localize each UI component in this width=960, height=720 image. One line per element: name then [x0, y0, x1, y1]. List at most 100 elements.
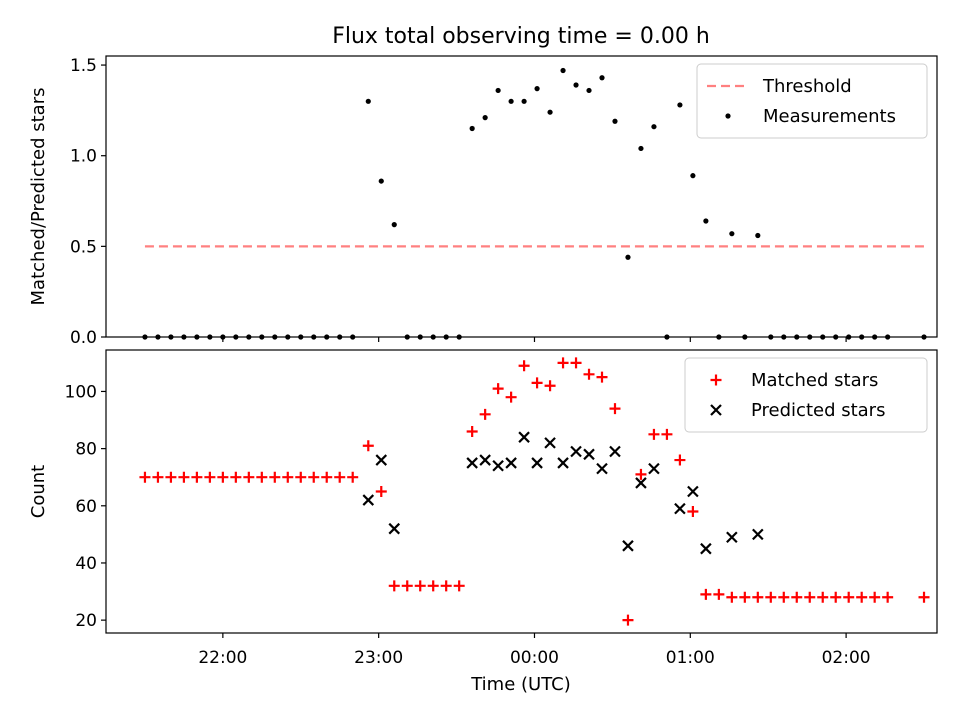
- measurements-point: [664, 334, 670, 340]
- measurements-point: [859, 334, 865, 340]
- matched-stars-point: [191, 471, 203, 483]
- measurements-point: [391, 222, 397, 228]
- legend-measurements-swatch: [725, 113, 731, 119]
- predicted-stars-point: [648, 462, 660, 475]
- measurements-point: [547, 109, 553, 115]
- y-tick-label: 1.5: [70, 56, 97, 76]
- x-tick-label: 00:00: [510, 648, 559, 668]
- y-axis-label: Matched/Predicted stars: [28, 88, 49, 306]
- matched-stars-point: [362, 440, 374, 452]
- matched-stars-point: [830, 591, 842, 603]
- matched-stars-point: [453, 580, 465, 592]
- matched-stars-point: [492, 383, 504, 395]
- x-tick-label: 01:00: [666, 648, 715, 668]
- matched-stars-point: [804, 591, 816, 603]
- y-tick-label: 60: [75, 497, 97, 517]
- matched-stars-point: [752, 591, 764, 603]
- predicted-stars-point: [362, 494, 375, 506]
- legend-matched-stars-label: Matched stars: [751, 370, 878, 391]
- measurements-point: [781, 334, 787, 340]
- predicted-stars-point: [492, 459, 504, 472]
- matched-stars-point: [282, 471, 294, 483]
- matched-stars-point: [518, 360, 530, 372]
- legend-threshold-label: Threshold: [762, 76, 852, 97]
- legend-measurements-label: Measurements: [763, 106, 896, 127]
- matched-stars-point: [505, 391, 517, 403]
- measurements-point: [404, 334, 410, 340]
- axes-frame: [105, 55, 938, 338]
- matched-stars-point: [700, 588, 712, 600]
- measurements-point: [337, 334, 343, 340]
- matched-stars-point: [401, 580, 413, 592]
- matched-stars-point: [466, 425, 478, 437]
- matched-stars-point: [856, 591, 868, 603]
- predicted-stars-point: [700, 542, 712, 555]
- matched-stars-point: [347, 471, 359, 483]
- measurements-point: [430, 334, 436, 340]
- predicted-stars-point: [557, 457, 569, 469]
- measurements-point: [443, 334, 449, 340]
- measurements-point: [534, 86, 540, 92]
- measurements-point: [155, 334, 161, 340]
- x-tick-label: 22:00: [198, 648, 247, 668]
- measurements-point: [246, 334, 252, 340]
- matched-stars-point: [427, 580, 439, 592]
- predicted-stars-point: [375, 454, 388, 466]
- measurements-point: [469, 125, 475, 132]
- legend-matched-stars-swatch: [710, 374, 722, 386]
- measurements-point: [259, 334, 265, 340]
- matched-stars-point: [765, 591, 777, 603]
- matched-stars-point: [791, 591, 803, 603]
- matched-stars-point: [256, 471, 268, 483]
- predicted-stars-point: [583, 448, 595, 461]
- predicted-stars-point: [479, 454, 491, 466]
- matched-stars-point: [178, 471, 190, 483]
- measurements-point: [833, 334, 839, 340]
- matched-stars-point: [648, 428, 660, 440]
- matched-stars-point: [243, 471, 255, 483]
- measurements-point: [181, 334, 187, 340]
- predicted-stars-point: [518, 431, 530, 443]
- predicted-stars-point: [570, 445, 582, 458]
- measurements-point: [768, 334, 774, 340]
- predicted-stars-point: [674, 502, 686, 515]
- flux-ratio-panel: 0.0 0.5 1.0 1.5 Matched/Predicted stars Thres…: [28, 55, 938, 348]
- measurements-point: [638, 145, 644, 152]
- measurements-point: [142, 334, 148, 340]
- legend: [696, 63, 928, 139]
- matched-stars-point: [557, 357, 569, 369]
- measurements-point: [311, 334, 317, 340]
- legend-predicted-stars-label: Predicted stars: [751, 400, 885, 421]
- predicted-stars-point: [726, 531, 738, 544]
- measurements-point: [324, 334, 330, 340]
- predicted-stars-point: [687, 485, 699, 498]
- matched-stars-point: [869, 591, 881, 603]
- measurements-point: [885, 334, 891, 340]
- matched-stars-point: [687, 506, 699, 518]
- predicted-stars-point: [466, 457, 478, 469]
- measurements-point: [285, 334, 291, 340]
- measurements-point: [755, 232, 761, 239]
- measurements-point: [703, 218, 709, 224]
- matched-stars-point: [295, 471, 307, 483]
- y-axis-label: Count: [28, 465, 49, 518]
- measurements-point: [272, 334, 278, 340]
- matched-stars-point: [843, 591, 855, 603]
- matched-stars-point: [204, 471, 216, 483]
- predicted-stars-point: [609, 445, 621, 458]
- matched-stars-point: [778, 591, 790, 603]
- matched-stars-point: [609, 403, 621, 415]
- measurements-point: [820, 334, 826, 340]
- measurements-point: [729, 231, 735, 237]
- matched-stars-point: [308, 471, 320, 483]
- x-tick-label: 23:00: [354, 648, 403, 668]
- measurements-point: [207, 334, 213, 340]
- axes-frame: [105, 349, 938, 634]
- measurements-point: [350, 334, 356, 340]
- measurements-point: [586, 87, 592, 94]
- predicted-stars-point: [388, 522, 401, 535]
- measurements-point: [846, 334, 852, 340]
- predicted-stars-point: [752, 528, 764, 541]
- measurements-point: [625, 254, 631, 260]
